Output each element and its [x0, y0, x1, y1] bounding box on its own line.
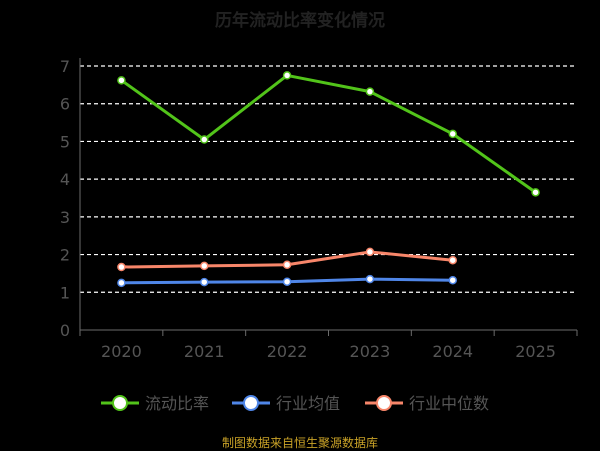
x-tick-label: 2022: [267, 342, 308, 361]
data-point: [448, 255, 457, 265]
y-tick-label: 4: [60, 170, 70, 189]
data-source-footer: 制图数据来自恒生聚源数据库: [221, 436, 378, 450]
data-point: [200, 135, 209, 144]
data-point: [531, 188, 540, 197]
y-tick-label: 1: [60, 283, 70, 302]
chart-title: 历年流动比率变化情况: [215, 11, 385, 31]
data-point: [117, 278, 126, 288]
y-tick-label: 2: [60, 246, 70, 265]
x-tick-label: 2025: [515, 342, 556, 361]
data-point: [200, 277, 209, 287]
legend-marker: [112, 395, 128, 411]
data-point: [365, 247, 375, 257]
x-tick-label: 2020: [101, 342, 142, 361]
legend-label: 行业中位数: [409, 394, 489, 413]
data-point: [365, 274, 375, 284]
data-point: [365, 87, 375, 96]
data-point: [448, 129, 457, 139]
data-point: [282, 71, 292, 80]
data-point: [448, 275, 457, 285]
data-point: [117, 76, 126, 85]
data-point: [200, 261, 209, 271]
data-point: [117, 262, 126, 272]
data-point: [282, 277, 292, 286]
y-tick-label: 5: [60, 132, 70, 151]
x-tick-label: 2024: [432, 342, 473, 361]
data-point: [282, 260, 292, 270]
x-tick-label: 2023: [350, 342, 391, 361]
x-tick-label: 2021: [184, 342, 225, 361]
series-line-0: [120, 73, 537, 194]
legend-marker: [243, 395, 259, 411]
y-tick-label: 7: [60, 57, 70, 76]
y-tick-label: 3: [60, 208, 70, 227]
legend-label: 流动比率: [145, 394, 209, 413]
legend-marker: [376, 395, 392, 411]
legend-label: 行业均值: [276, 394, 340, 413]
y-tick-label: 0: [60, 321, 70, 340]
y-tick-label: 6: [60, 95, 70, 114]
